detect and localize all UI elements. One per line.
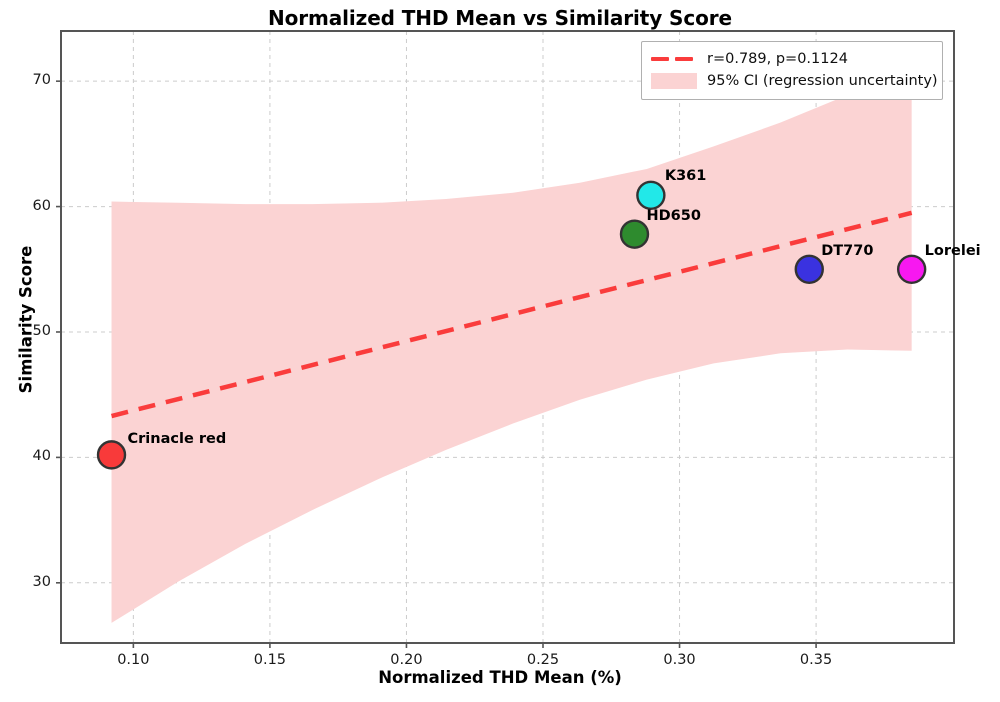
legend-item-regression: r=0.789, p=0.1124 [651, 48, 933, 70]
y-tick-label: 40 [32, 448, 51, 465]
chart-legend: r=0.789, p=0.1124 95% CI (regression unc… [641, 41, 943, 100]
x-tick-label: 0.10 [117, 652, 150, 668]
x-tick-label: 0.30 [663, 652, 696, 668]
x-axis-label: Normalized THD Mean (%) [378, 668, 622, 687]
shaded-band-icon [651, 72, 697, 90]
data-points [96, 180, 927, 470]
data-point-label: K361 [664, 168, 707, 185]
y-tick-label: 60 [32, 197, 51, 214]
data-point-marker[interactable] [794, 254, 824, 284]
regression-trend-line [110, 210, 913, 419]
data-point-label: DT770 [821, 243, 874, 260]
x-tick-label: 0.25 [526, 652, 560, 668]
y-axis-label: Similarity Score [16, 245, 36, 394]
data-point-marker[interactable] [636, 180, 666, 210]
axes-frame [60, 30, 955, 644]
data-point-label: Lorelei [924, 243, 981, 260]
x-tick-label: 0.20 [390, 652, 423, 668]
legend-label-regression: r=0.789, p=0.1124 [707, 51, 848, 67]
legend-label-ci: 95% CI (regression uncertainty) [707, 73, 938, 89]
data-point-label: HD650 [646, 208, 701, 225]
data-point-marker[interactable] [896, 254, 927, 284]
x-tick-label: 0.15 [253, 652, 287, 668]
y-tick-label: 30 [32, 573, 51, 590]
data-point-label: Crinacle red [127, 430, 227, 447]
dashed-line-icon [651, 50, 697, 68]
axis-tick-marks [56, 80, 817, 648]
x-tick-label: 0.35 [799, 652, 833, 668]
confidence-interval-band [111, 64, 912, 623]
legend-item-ci: 95% CI (regression uncertainty) [651, 70, 938, 92]
data-point-marker[interactable] [96, 440, 127, 470]
regression-line [110, 210, 913, 419]
y-tick-label: 50 [32, 322, 51, 339]
y-tick-label: 70 [32, 72, 51, 89]
data-point-marker[interactable] [619, 219, 650, 249]
ci-polygon [111, 64, 912, 623]
plot-border [60, 30, 955, 644]
chart-title: Normalized THD Mean vs Similarity Score [267, 6, 732, 30]
